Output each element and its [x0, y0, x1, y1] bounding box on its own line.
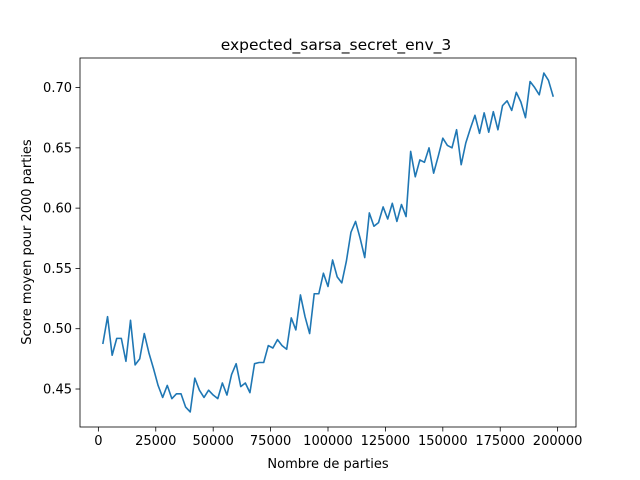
chart-title: expected_sarsa_secret_env_3 — [221, 36, 451, 55]
x-tick-label: 75000 — [250, 434, 291, 449]
y-tick-label: 0.50 — [43, 322, 72, 337]
x-axis: 0 25000 50000 75000 100000 125000 150000 175000… — [94, 427, 582, 449]
x-tick-label: 175000 — [475, 434, 525, 449]
y-axis-label: Score moyen pour 2000 parties — [20, 139, 35, 345]
x-tick-label: 50000 — [193, 434, 234, 449]
x-tick-label: 0 — [94, 434, 102, 449]
y-tick-label: 0.60 — [43, 202, 72, 217]
series-layer — [102, 72, 555, 413]
y-tick-label: 0.65 — [43, 141, 72, 156]
x-axis-label: Nombre de parties — [267, 457, 388, 472]
x-tick-label: 200000 — [533, 434, 583, 449]
x-tick-label: 125000 — [361, 434, 411, 449]
series-line — [102, 72, 555, 413]
y-axis: 0.45 0.50 0.55 0.60 0.65 0.70 — [43, 81, 80, 398]
x-tick-label: 100000 — [303, 434, 353, 449]
x-tick-label: 25000 — [135, 434, 176, 449]
y-tick-label: 0.45 — [43, 383, 72, 398]
x-tick-label: 150000 — [418, 434, 468, 449]
y-tick-label: 0.55 — [43, 262, 72, 277]
y-tick-label: 0.70 — [43, 81, 72, 96]
